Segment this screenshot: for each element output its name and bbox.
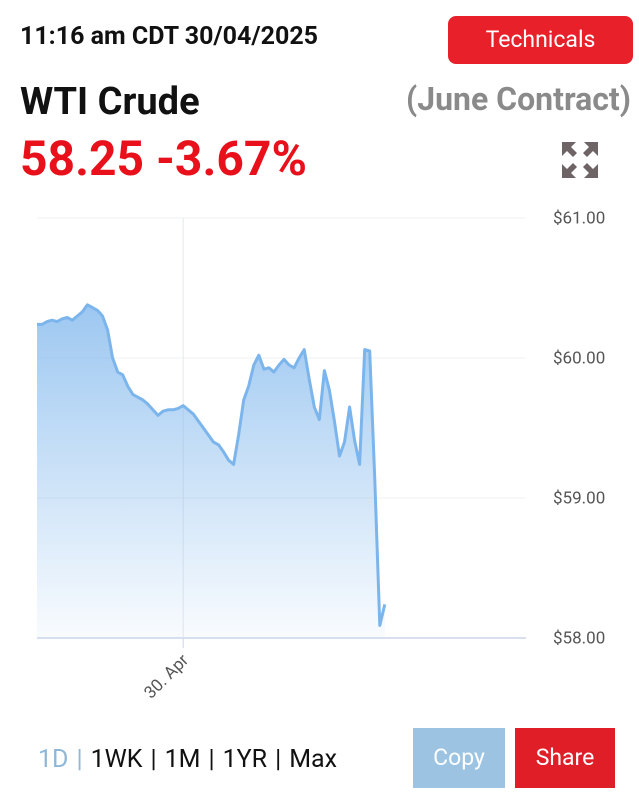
- price-line: 58.25 -3.67%: [20, 130, 307, 187]
- range-option[interactable]: 1D: [38, 745, 69, 774]
- contract: (June Contract): [406, 80, 631, 118]
- y-tick-label: $59.00: [553, 488, 605, 508]
- copy-button[interactable]: Copy: [413, 728, 505, 788]
- separator: |: [76, 745, 83, 774]
- range-option[interactable]: 1YR: [222, 745, 268, 774]
- range-selector: 1D | 1WK | 1M | 1YR | Max: [38, 745, 337, 774]
- change: -3.67%: [156, 130, 307, 187]
- expand-icon[interactable]: [560, 140, 600, 180]
- separator: |: [208, 745, 215, 774]
- range-option[interactable]: 1M: [164, 745, 201, 774]
- instrument-name: WTI Crude: [20, 80, 200, 124]
- x-tick-label: 30. Apr: [140, 650, 193, 703]
- line: [37, 303, 387, 627]
- separator: |: [275, 745, 282, 774]
- separator: |: [150, 745, 157, 774]
- range-option[interactable]: Max: [289, 745, 338, 774]
- chart: $58.00 $59.00 $60.00 $61.00 30. Apr: [37, 208, 605, 703]
- technicals-button[interactable]: Technicals: [448, 16, 633, 64]
- timestamp: 11:16 am CDT 30/04/2025: [20, 22, 319, 51]
- share-button[interactable]: Share: [515, 728, 615, 788]
- price: 58.25: [20, 130, 145, 187]
- area: [37, 304, 385, 638]
- y-tick-label: $58.00: [553, 628, 605, 648]
- y-tick-label: $60.00: [553, 348, 605, 368]
- y-tick-label: $61.00: [553, 208, 605, 228]
- range-option[interactable]: 1WK: [90, 745, 143, 774]
